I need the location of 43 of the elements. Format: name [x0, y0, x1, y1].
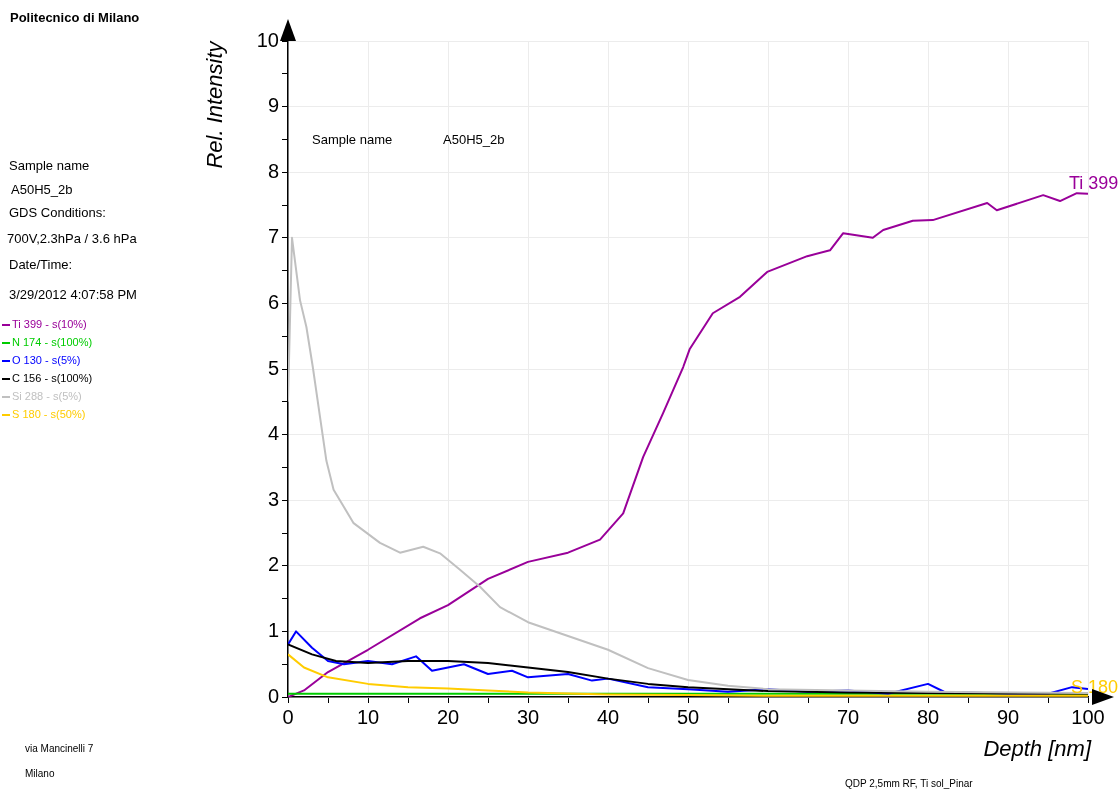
y-tick-label: 7	[267, 225, 279, 248]
y-tick-label: 3	[267, 487, 279, 510]
legend-label: C 156 - s(100%)	[12, 372, 93, 384]
x-tick-label: 60	[756, 705, 780, 728]
text: QDP 2,5mm RF, Ti sol_Pinar	[845, 778, 973, 789]
text: Sample name	[9, 158, 90, 173]
y-tick-label: 5	[267, 356, 279, 379]
annotation: Sample name	[312, 132, 393, 147]
x-tick-label: 40	[596, 705, 620, 728]
text: via Mancinelli 7	[25, 743, 94, 754]
legend-label: Si 288 - s(5%)	[12, 390, 82, 402]
y-axis-title: Rel. Intensity	[202, 39, 228, 169]
text: GDS Conditions:	[9, 205, 106, 220]
x-tick-label: 100	[1071, 705, 1105, 728]
y-tick-label: 6	[267, 290, 279, 313]
x-tick-label: 30	[516, 705, 540, 728]
x-tick-label: 50	[676, 705, 700, 728]
y-tick-label: 10	[256, 28, 279, 51]
y-tick-label: 8	[267, 159, 279, 182]
x-tick-label: 80	[916, 705, 940, 728]
x-tick-label: 0	[282, 705, 294, 728]
text: Politecnico di Milano	[10, 10, 140, 25]
x-tick-label: 70	[836, 705, 860, 728]
legend-label: N 174 - s(100%)	[12, 336, 93, 348]
legend-label: Ti 399 - s(10%)	[12, 318, 87, 330]
text: A50H5_2b	[11, 182, 73, 197]
y-tick-label: 0	[267, 684, 279, 707]
annotation: A50H5_2b	[443, 132, 505, 147]
text: 3/29/2012 4:07:58 PM	[9, 287, 137, 302]
annotation: Ti 399	[1069, 172, 1119, 194]
legend-label: O 130 - s(5%)	[12, 354, 81, 366]
y-tick-label: 9	[267, 94, 279, 117]
x-tick-label: 20	[436, 705, 460, 728]
y-tick-label: 4	[267, 422, 279, 445]
x-tick-label: 10	[356, 705, 380, 728]
y-tick-label: 2	[267, 553, 279, 576]
x-tick-label: 90	[996, 705, 1020, 728]
legend-label: S 180 - s(50%)	[12, 408, 86, 420]
text: Date/Time:	[9, 257, 73, 272]
text: Milano	[25, 768, 55, 779]
text: 700V,2.3hPa / 3.6 hPa	[7, 231, 137, 246]
y-tick-label: 1	[267, 618, 279, 641]
x-axis-title: Depth [nm]	[983, 736, 1092, 762]
